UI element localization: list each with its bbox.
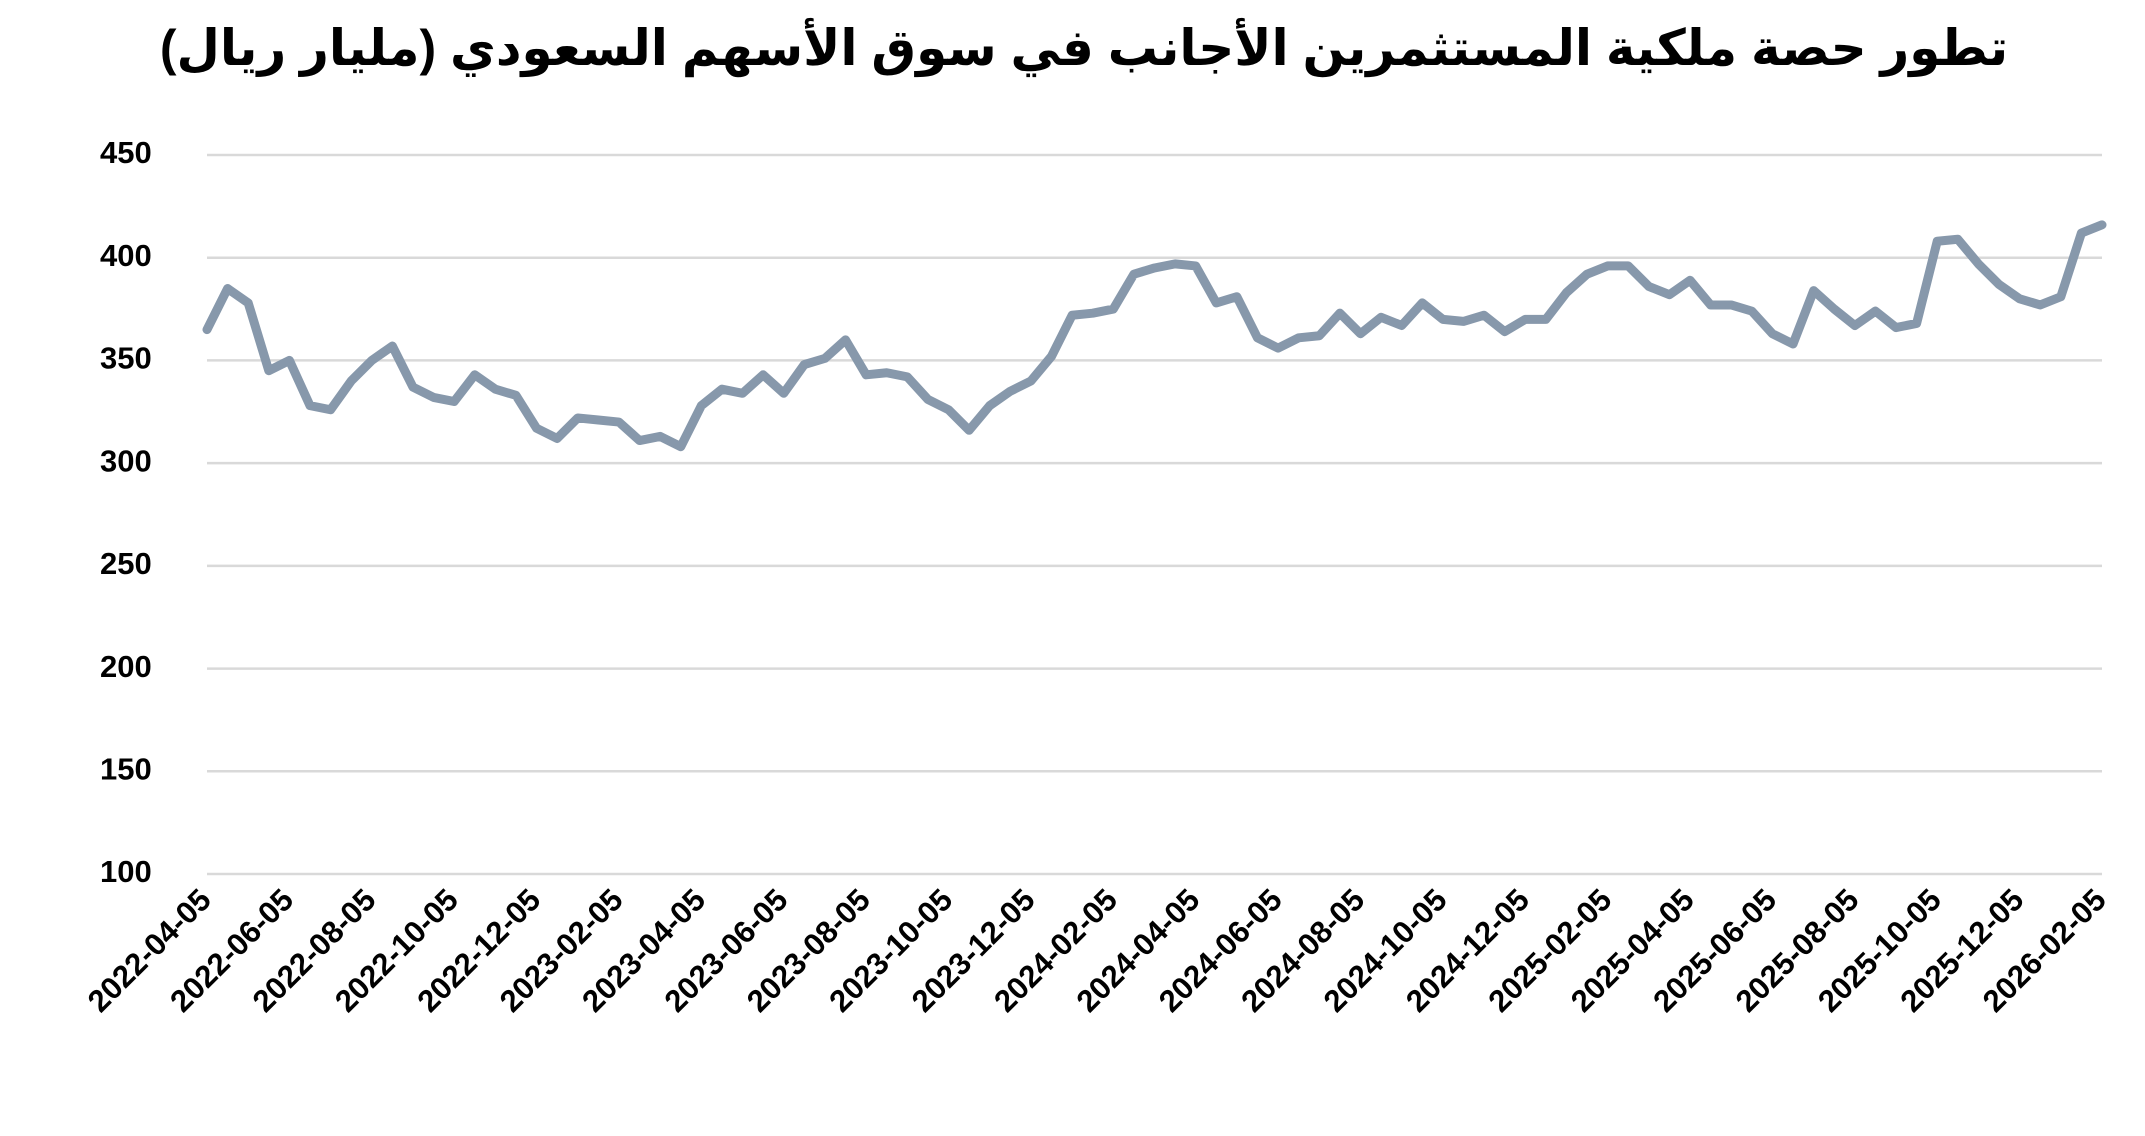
y-tick-label: 300 — [100, 443, 152, 478]
y-tick-label: 450 — [100, 135, 152, 170]
y-tick-label: 100 — [100, 854, 152, 889]
y-tick-label: 400 — [100, 238, 152, 273]
y-tick-label: 250 — [100, 546, 152, 581]
line-series — [202, 220, 2107, 452]
chart-title: تطور حصة ملكية المستثمرين الأجانب في سوق… — [160, 17, 2008, 78]
y-tick-label: 200 — [100, 649, 152, 684]
y-tick-label: 150 — [100, 751, 152, 786]
y-tick-label: 350 — [100, 341, 152, 376]
